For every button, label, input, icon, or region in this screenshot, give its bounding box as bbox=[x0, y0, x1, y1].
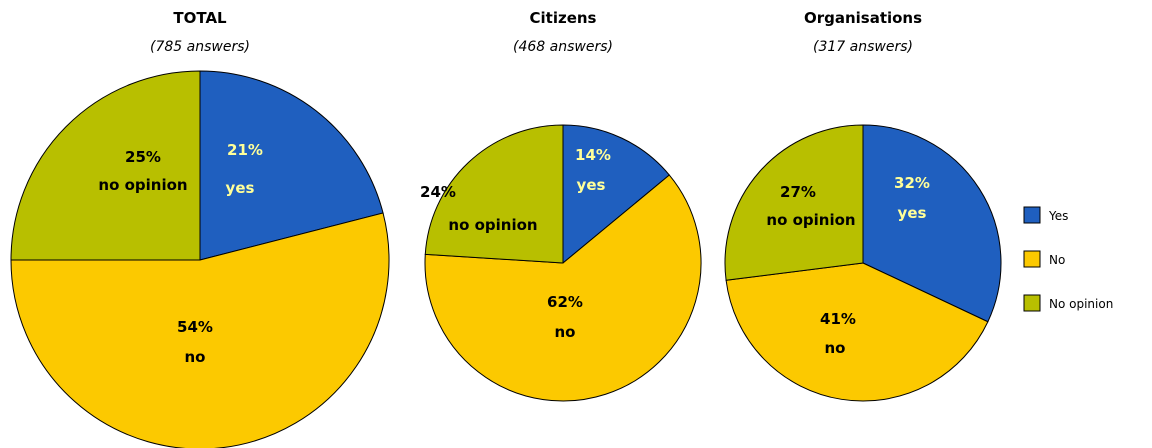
pie-chart-organisations: Organisations (317 answers) 32% yes 41% no 27%… bbox=[724, 9, 1002, 402]
pie-slice-citizens-yes bbox=[562, 124, 671, 265]
legend-label-no-opinion: No opinion bbox=[1049, 297, 1113, 311]
legend-item-no: No bbox=[1023, 250, 1065, 268]
slice-pct-label-total-no-opinion: 25% bbox=[125, 148, 161, 166]
pies-group: TOTAL (785 answers) 21% yes 54% no 25% no opini… bbox=[10, 9, 1002, 448]
slice-pct-label-total-no: 54% bbox=[177, 318, 213, 336]
slice-pct-label-organisations-yes: 32% bbox=[894, 174, 930, 192]
slice-word-label-organisations-yes: yes bbox=[898, 204, 927, 222]
pie-subtitle-citizens: (468 answers) bbox=[513, 39, 613, 55]
slice-word-label-total-yes: yes bbox=[226, 179, 255, 197]
slice-pct-label-total-yes: 21% bbox=[227, 141, 263, 159]
slice-pct-label-organisations-no-opinion: 27% bbox=[780, 183, 816, 201]
pie-chart-citizens: Citizens (468 answers) 14% yes 62% no 24% no op… bbox=[420, 9, 702, 402]
pie-slice-organisations-no-opinion bbox=[724, 124, 864, 281]
pie-title-citizens: Citizens bbox=[530, 9, 597, 27]
legend-swatch-no bbox=[1023, 250, 1041, 268]
slice-pct-label-citizens-no-opinion: 24% bbox=[420, 183, 456, 201]
slice-pct-label-citizens-yes: 14% bbox=[575, 146, 611, 164]
slice-word-label-total-no-opinion: no opinion bbox=[98, 176, 187, 194]
pie-slice-citizens-no bbox=[424, 174, 702, 402]
pie-slice-organisations-yes bbox=[862, 124, 1002, 323]
legend-swatch-no-opinion bbox=[1023, 294, 1041, 312]
slice-word-label-organisations-no: no bbox=[825, 339, 846, 357]
slice-word-label-total-no: no bbox=[185, 348, 206, 366]
legend-item-no-opinion: No opinion bbox=[1023, 294, 1113, 312]
slice-pct-label-citizens-no: 62% bbox=[547, 293, 583, 311]
pie-title-organisations: Organisations bbox=[804, 9, 922, 27]
pie-subtitle-total: (785 answers) bbox=[150, 39, 250, 55]
pie-title-total: TOTAL bbox=[173, 9, 227, 27]
pie-slice-organisations-no bbox=[725, 262, 989, 402]
slice-word-label-organisations-no-opinion: no opinion bbox=[766, 211, 855, 229]
slice-word-label-citizens-no: no bbox=[555, 323, 576, 341]
legend: Yes No No opinion bbox=[1023, 206, 1113, 312]
pie-slice-total-yes bbox=[199, 70, 384, 261]
legend-swatch-yes bbox=[1023, 206, 1041, 224]
pie-slice-total-no-opinion bbox=[10, 70, 201, 261]
pie-subtitle-organisations: (317 answers) bbox=[813, 39, 913, 55]
slice-word-label-citizens-yes: yes bbox=[577, 176, 606, 194]
pie-chart-total: TOTAL (785 answers) 21% yes 54% no 25% no opini… bbox=[10, 9, 390, 448]
slice-word-label-citizens-no-opinion: no opinion bbox=[448, 216, 537, 234]
legend-label-no: No bbox=[1049, 253, 1065, 267]
legend-item-yes: Yes bbox=[1023, 206, 1068, 224]
pie-slice-citizens-no-opinion bbox=[424, 124, 564, 264]
slice-pct-label-organisations-no: 41% bbox=[820, 310, 856, 328]
legend-label-yes: Yes bbox=[1048, 209, 1068, 223]
